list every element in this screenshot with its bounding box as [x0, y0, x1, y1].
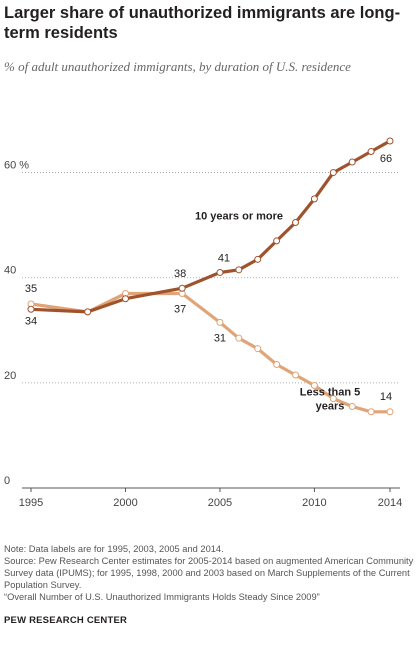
data-point: [27, 305, 35, 313]
data-point: [310, 381, 318, 389]
chart-notes: Note: Data labels are for 1995, 2003, 20…: [4, 543, 416, 603]
data-point: [216, 268, 224, 276]
data-point: [310, 195, 318, 203]
data-label: 35: [25, 283, 37, 295]
line-chart: 0 20 40 60 % 1995 2000 2005 2010 2014 34 38 41 66 35 3…: [4, 137, 402, 509]
data-point: [178, 284, 186, 292]
source-text: Source: Pew Research Center estimates fo…: [4, 556, 414, 590]
data-label: 41: [218, 252, 230, 264]
data-point: [216, 318, 224, 326]
data-label: 38: [174, 268, 186, 280]
y-tick-label: 60 %: [4, 160, 29, 172]
data-point: [121, 295, 129, 303]
data-point: [367, 148, 375, 156]
y-tick-label: 0: [4, 475, 10, 487]
series-line-0: [29, 139, 392, 314]
data-label: 34: [25, 315, 37, 327]
x-tick-label: 2005: [208, 497, 232, 509]
data-point: [254, 345, 262, 353]
org-name: PEW RESEARCH CENTER: [4, 615, 128, 626]
x-tick-label: 2014: [378, 497, 402, 509]
series-label-short-term: Less than 5 years: [300, 386, 361, 412]
data-point: [292, 219, 300, 227]
data-point: [329, 395, 337, 403]
data-point: [367, 408, 375, 416]
data-point: [84, 308, 92, 316]
y-tick-label: 20: [4, 370, 16, 382]
chart-title: Larger share of unauthorized immigrants …: [4, 4, 401, 42]
data-label: 37: [174, 303, 186, 315]
data-point: [273, 237, 281, 245]
data-point: [235, 334, 243, 342]
y-tick-label: 40: [4, 265, 16, 277]
series-label-long-term: 10 years or more: [195, 211, 283, 223]
data-label: 66: [380, 153, 392, 165]
chart-subtitle: % of adult unauthorized immigrants, by d…: [4, 59, 351, 74]
report-title: “Overall Number of U.S. Unauthorized Imm…: [4, 592, 320, 602]
data-point: [292, 371, 300, 379]
data-point: [329, 169, 337, 177]
data-label: 31: [214, 332, 226, 344]
data-point: [273, 360, 281, 368]
note-text: Note: Data labels are for 1995, 2003, 20…: [4, 544, 224, 554]
data-point: [386, 408, 394, 416]
x-tick-label: 2000: [113, 497, 137, 509]
data-point: [386, 137, 394, 145]
data-point: [348, 403, 356, 411]
x-tick-label: 1995: [19, 497, 43, 509]
data-point: [348, 158, 356, 166]
data-point: [235, 266, 243, 274]
x-tick-label: 2010: [302, 497, 326, 509]
data-label: 14: [380, 391, 392, 403]
data-point: [254, 255, 262, 263]
